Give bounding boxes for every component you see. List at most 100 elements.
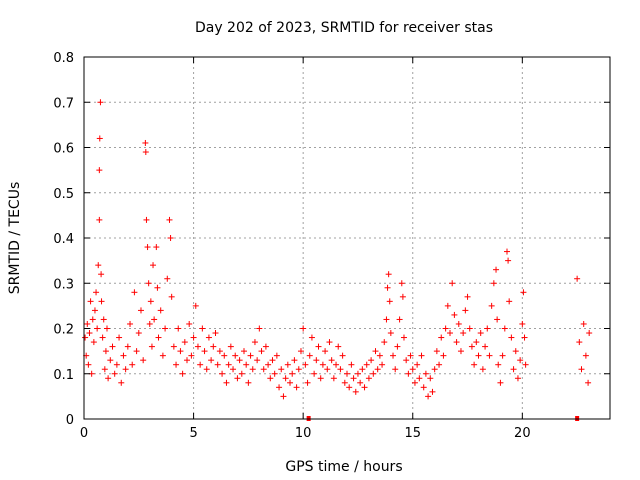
- data-point: [184, 357, 191, 364]
- data-point: [145, 280, 152, 287]
- data-point: [431, 366, 438, 373]
- data-point: [341, 379, 348, 386]
- data-point: [98, 298, 105, 305]
- data-point: [99, 334, 106, 341]
- data-point: [265, 361, 272, 368]
- x-axis-ticks: 0 5 10 15 20: [80, 57, 531, 441]
- data-point: [506, 298, 513, 305]
- data-point: [427, 375, 434, 382]
- data-point: [326, 339, 333, 346]
- data-point: [390, 352, 397, 359]
- data-point: [276, 384, 283, 391]
- data-point: [490, 280, 497, 287]
- data-point: [365, 375, 372, 382]
- data-point: [245, 379, 252, 386]
- data-point: [517, 357, 524, 364]
- data-point: [304, 379, 311, 386]
- data-point: [503, 248, 510, 255]
- data-point: [449, 280, 456, 287]
- data-point: [392, 366, 399, 373]
- data-point: [586, 330, 593, 337]
- data-point: [324, 366, 331, 373]
- data-point: [146, 320, 153, 327]
- data-point: [521, 334, 528, 341]
- data-point: [447, 330, 454, 337]
- data-point: [85, 361, 92, 368]
- data-point: [96, 135, 103, 142]
- data-point: [96, 216, 103, 223]
- data-point: [374, 366, 381, 373]
- data-point: [96, 167, 103, 174]
- data-point: [411, 379, 418, 386]
- data-point: [133, 348, 140, 355]
- data-point: [154, 284, 161, 291]
- data-point: [433, 348, 440, 355]
- data-point: [499, 352, 506, 359]
- data-point: [219, 370, 226, 377]
- data-point: [122, 366, 129, 373]
- data-point: [131, 289, 138, 296]
- data-point: [300, 325, 307, 332]
- data-point: [484, 325, 491, 332]
- data-point: [94, 325, 101, 332]
- data-point: [319, 361, 326, 368]
- data-point: [291, 357, 298, 364]
- data-point: [113, 361, 120, 368]
- data-point: [522, 361, 529, 368]
- data-point: [230, 366, 237, 373]
- x-axis-label: GPS time / hours: [285, 459, 402, 475]
- data-point: [514, 375, 521, 382]
- data-point: [352, 388, 359, 395]
- data-point: [520, 289, 527, 296]
- data-point: [372, 348, 379, 355]
- data-point: [251, 339, 258, 346]
- data-point: [407, 352, 414, 359]
- data-point: [580, 320, 587, 327]
- data-point: [143, 216, 150, 223]
- data-point: [186, 320, 193, 327]
- data-point: [240, 348, 247, 355]
- data-point: [111, 370, 118, 377]
- data-point: [166, 216, 173, 223]
- y-axis-ticks: 0 0.1 0.2 0.3 0.4 0.5 0.6 0.7 0.8: [53, 51, 610, 428]
- data-point: [582, 352, 589, 359]
- y-tick-label: 0.1: [53, 368, 74, 383]
- data-point: [409, 366, 416, 373]
- data-point: [254, 357, 261, 364]
- data-point: [379, 361, 386, 368]
- x-tick-label: 15: [404, 426, 421, 441]
- data-point: [221, 352, 228, 359]
- data-point: [105, 375, 112, 382]
- data-point: [394, 343, 401, 350]
- data-point: [442, 325, 449, 332]
- data-point: [473, 339, 480, 346]
- data-point: [95, 262, 102, 269]
- data-point: [501, 325, 508, 332]
- data-point: [188, 352, 195, 359]
- data-point: [493, 266, 500, 273]
- data-point: [262, 343, 269, 350]
- data-point: [177, 348, 184, 355]
- data-point: [384, 284, 391, 291]
- data-point: [234, 375, 241, 382]
- data-point: [170, 343, 177, 350]
- y-tick-label: 0.2: [53, 323, 74, 338]
- data-point: [173, 361, 180, 368]
- data-point: [236, 357, 243, 364]
- data-point: [150, 262, 157, 269]
- data-point: [164, 275, 171, 282]
- data-point: [225, 361, 232, 368]
- data-point: [201, 348, 208, 355]
- data-point: [396, 316, 403, 323]
- data-point: [238, 370, 245, 377]
- data-point: [258, 348, 265, 355]
- data-point: [86, 330, 93, 337]
- data-point: [278, 366, 285, 373]
- data-point: [107, 357, 114, 364]
- data-point: [203, 366, 210, 373]
- data-point: [344, 370, 350, 377]
- data-point: [510, 366, 517, 373]
- y-tick-label: 0.4: [53, 232, 74, 247]
- data-point: [144, 244, 151, 251]
- data-point: [368, 357, 375, 364]
